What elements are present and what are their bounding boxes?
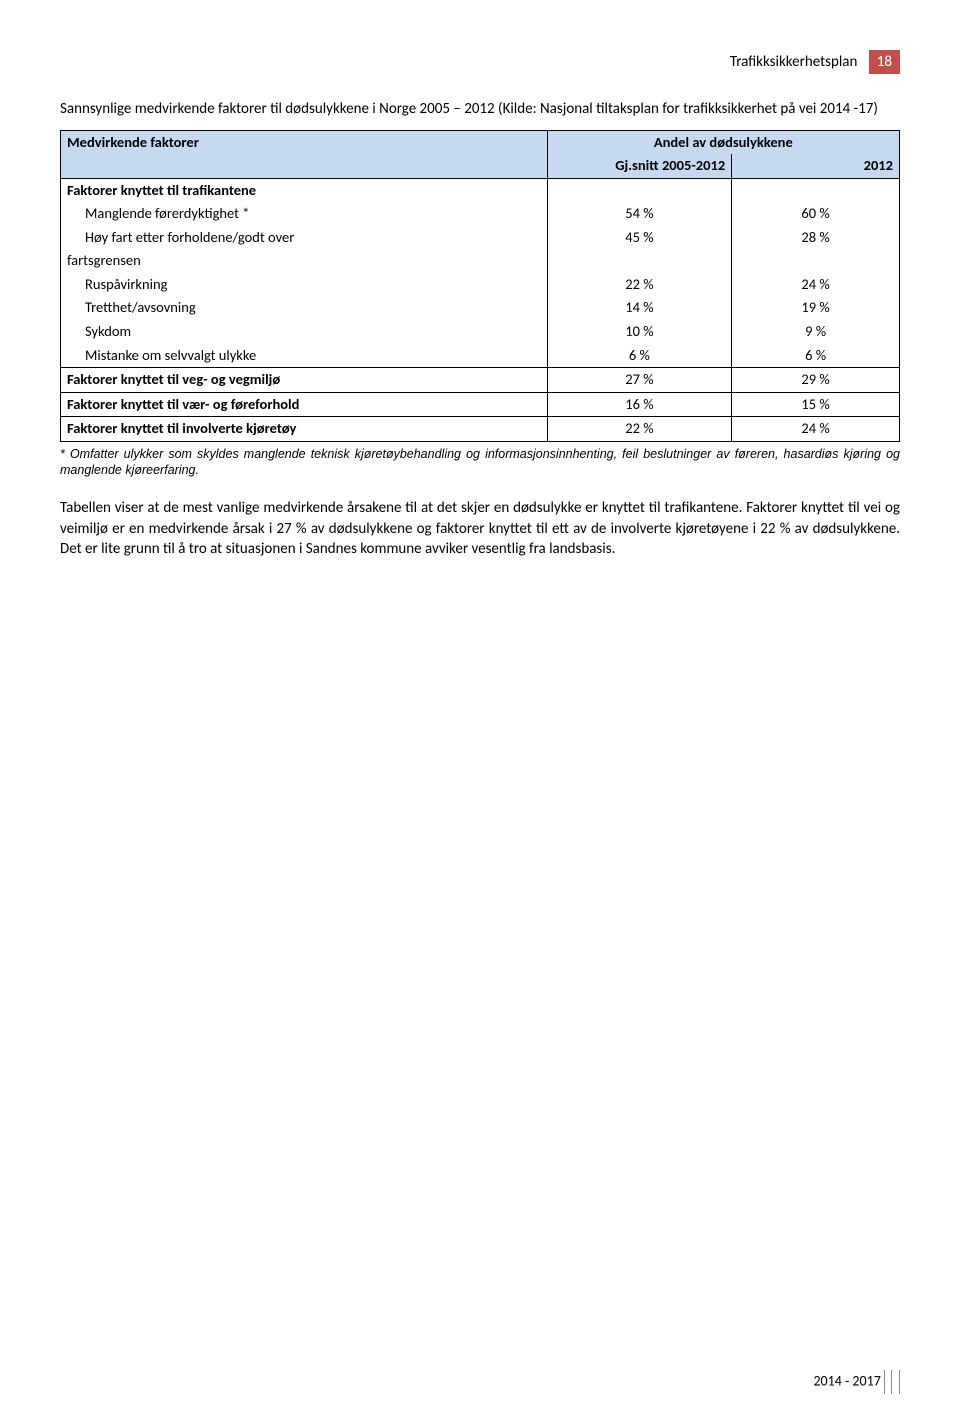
footer-year-range: 2014 - 2017 [813,1372,880,1389]
header-title: Trafikksikkerhetsplan [730,52,858,72]
table-row: Faktorer knyttet til veg- og vegmiljø27 … [61,368,900,393]
table-row: Tretthet/avsovning14 %19 % [61,296,900,320]
row-value-2012: 9 % [732,320,900,344]
row-value-avg: 6 % [547,344,732,368]
row-value-avg: 22 % [547,417,732,442]
body-paragraph: Tabellen viser at de mest vanlige medvir… [60,498,900,559]
intro-paragraph: Sannsynlige medvirkende faktorer til død… [60,99,900,119]
table-row: fartsgrensen [61,249,900,273]
table-row: Faktorer knyttet til trafikantene [61,178,900,202]
factors-table: Medvirkende faktorer Andel av dødsulykke… [60,130,900,442]
row-value-avg: 27 % [547,368,732,393]
row-value-2012: 19 % [732,296,900,320]
row-value-avg: 14 % [547,296,732,320]
page-number-badge: 18 [869,50,900,74]
page-footer: 2014 - 2017 [813,1370,900,1394]
table-row: Faktorer knyttet til involverte kjøretøy… [61,417,900,442]
table-row: Mistanke om selvvalgt ulykke6 %6 % [61,344,900,368]
row-label: Faktorer knyttet til veg- og vegmiljø [61,368,548,393]
row-value-2012: 24 % [732,417,900,442]
row-value-2012 [732,178,900,202]
row-value-avg: 16 % [547,392,732,417]
row-label: Tretthet/avsovning [61,296,548,320]
table-row: Ruspåvirkning22 %24 % [61,273,900,297]
col-header-factors: Medvirkende faktorer [61,130,548,178]
row-value-2012: 29 % [732,368,900,393]
row-label: Mistanke om selvvalgt ulykke [61,344,548,368]
row-value-2012 [732,249,900,273]
row-value-2012: 24 % [732,273,900,297]
col-header-share: Andel av dødsulykkene [547,130,899,154]
row-label: Ruspåvirkning [61,273,548,297]
row-value-avg: 22 % [547,273,732,297]
table-row: Sykdom10 %9 % [61,320,900,344]
footer-divider [895,1370,900,1394]
row-value-avg [547,249,732,273]
col-header-avg: Gj.snitt 2005-2012 [547,154,732,178]
row-value-avg [547,178,732,202]
row-value-2012: 28 % [732,226,900,250]
table-row: Faktorer knyttet til vær- og føreforhold… [61,392,900,417]
col-header-2012: 2012 [732,154,900,178]
row-label: Høy fart etter forholdene/godt over [61,226,548,250]
page-header: Trafikksikkerhetsplan 18 [60,50,900,74]
row-value-2012: 15 % [732,392,900,417]
row-value-2012: 6 % [732,344,900,368]
row-label: Faktorer knyttet til involverte kjøretøy [61,417,548,442]
row-value-avg: 54 % [547,202,732,226]
table-footnote: * Omfatter ulykker som skyldes manglende… [60,446,900,479]
row-label: Faktorer knyttet til vær- og føreforhold [61,392,548,417]
row-label: Manglende førerdyktighet * [61,202,548,226]
row-value-avg: 10 % [547,320,732,344]
row-label: Faktorer knyttet til trafikantene [61,178,548,202]
footer-divider [884,1370,892,1394]
table-row: Manglende førerdyktighet *54 %60 % [61,202,900,226]
row-label: Sykdom [61,320,548,344]
row-label: fartsgrensen [61,249,548,273]
table-row: Høy fart etter forholdene/godt over45 %2… [61,226,900,250]
row-value-2012: 60 % [732,202,900,226]
row-value-avg: 45 % [547,226,732,250]
